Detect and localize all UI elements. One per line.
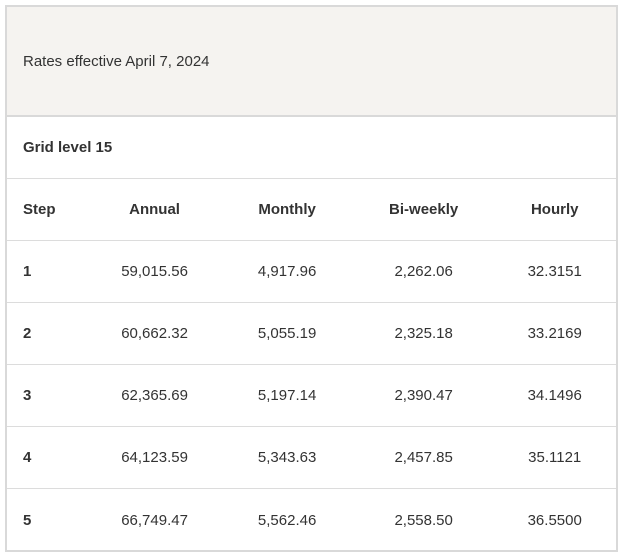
hourly-cell: 36.5500 (527, 511, 582, 529)
hourly-cell: 32.3151 (527, 263, 582, 280)
annual-cell: 66,749.47 (121, 511, 188, 529)
column-header-biweekly: Bi-weekly (389, 201, 459, 218)
annual-cell: 64,123.59 (121, 449, 188, 466)
step-cell: 1 (23, 263, 32, 280)
pay-rate-table: Rates effective April 7, 2024 Grid level… (5, 5, 618, 552)
step-cell: 3 (23, 387, 32, 404)
annual-cell: 60,662.32 (121, 325, 188, 342)
table-row: 2 60,662.32 5,055.19 2,325.18 33.2169 (7, 303, 616, 365)
biweekly-cell: 2,457.85 (394, 449, 453, 466)
column-header-monthly: Monthly (258, 201, 316, 218)
column-header-annual: Annual (129, 201, 180, 218)
hourly-cell: 34.1496 (527, 387, 582, 404)
monthly-cell: 5,055.19 (257, 325, 317, 342)
table-row: 1 59,015.56 4,917.96 2,262.06 32.3151 (7, 241, 616, 303)
biweekly-cell: 2,558.50 (394, 511, 453, 529)
step-cell: 2 (23, 325, 32, 342)
column-header-hourly: Hourly (530, 201, 579, 218)
table-row: 5 66,749.47 5,562.46 2,558.50 36.5500 (7, 489, 616, 551)
biweekly-cell: 2,325.18 (394, 325, 453, 342)
table-row: 4 64,123.59 5,343.63 2,457.85 35.1121 (7, 427, 616, 489)
monthly-cell: 5,562.46 (257, 511, 317, 529)
table-caption: Rates effective April 7, 2024 (7, 7, 616, 117)
table-row: 3 62,365.69 5,197.14 2,390.47 34.1496 (7, 365, 616, 427)
hourly-cell: 33.2169 (527, 325, 582, 342)
step-cell: 4 (23, 449, 32, 466)
column-header-step: Step (23, 201, 56, 218)
hourly-cell: 35.1121 (528, 449, 582, 466)
annual-cell: 59,015.56 (121, 263, 188, 280)
monthly-cell: 4,917.96 (257, 263, 317, 280)
table-header-row: Step Annual Monthly Bi-weekly Hourly (7, 179, 616, 241)
biweekly-cell: 2,390.47 (394, 387, 453, 404)
monthly-cell: 5,197.14 (257, 387, 317, 404)
annual-cell: 62,365.69 (121, 387, 188, 404)
monthly-cell: 5,343.63 (257, 449, 317, 466)
biweekly-cell: 2,262.06 (394, 263, 453, 280)
step-cell: 5 (23, 511, 32, 529)
grid-level-heading: Grid level 15 (7, 117, 616, 179)
